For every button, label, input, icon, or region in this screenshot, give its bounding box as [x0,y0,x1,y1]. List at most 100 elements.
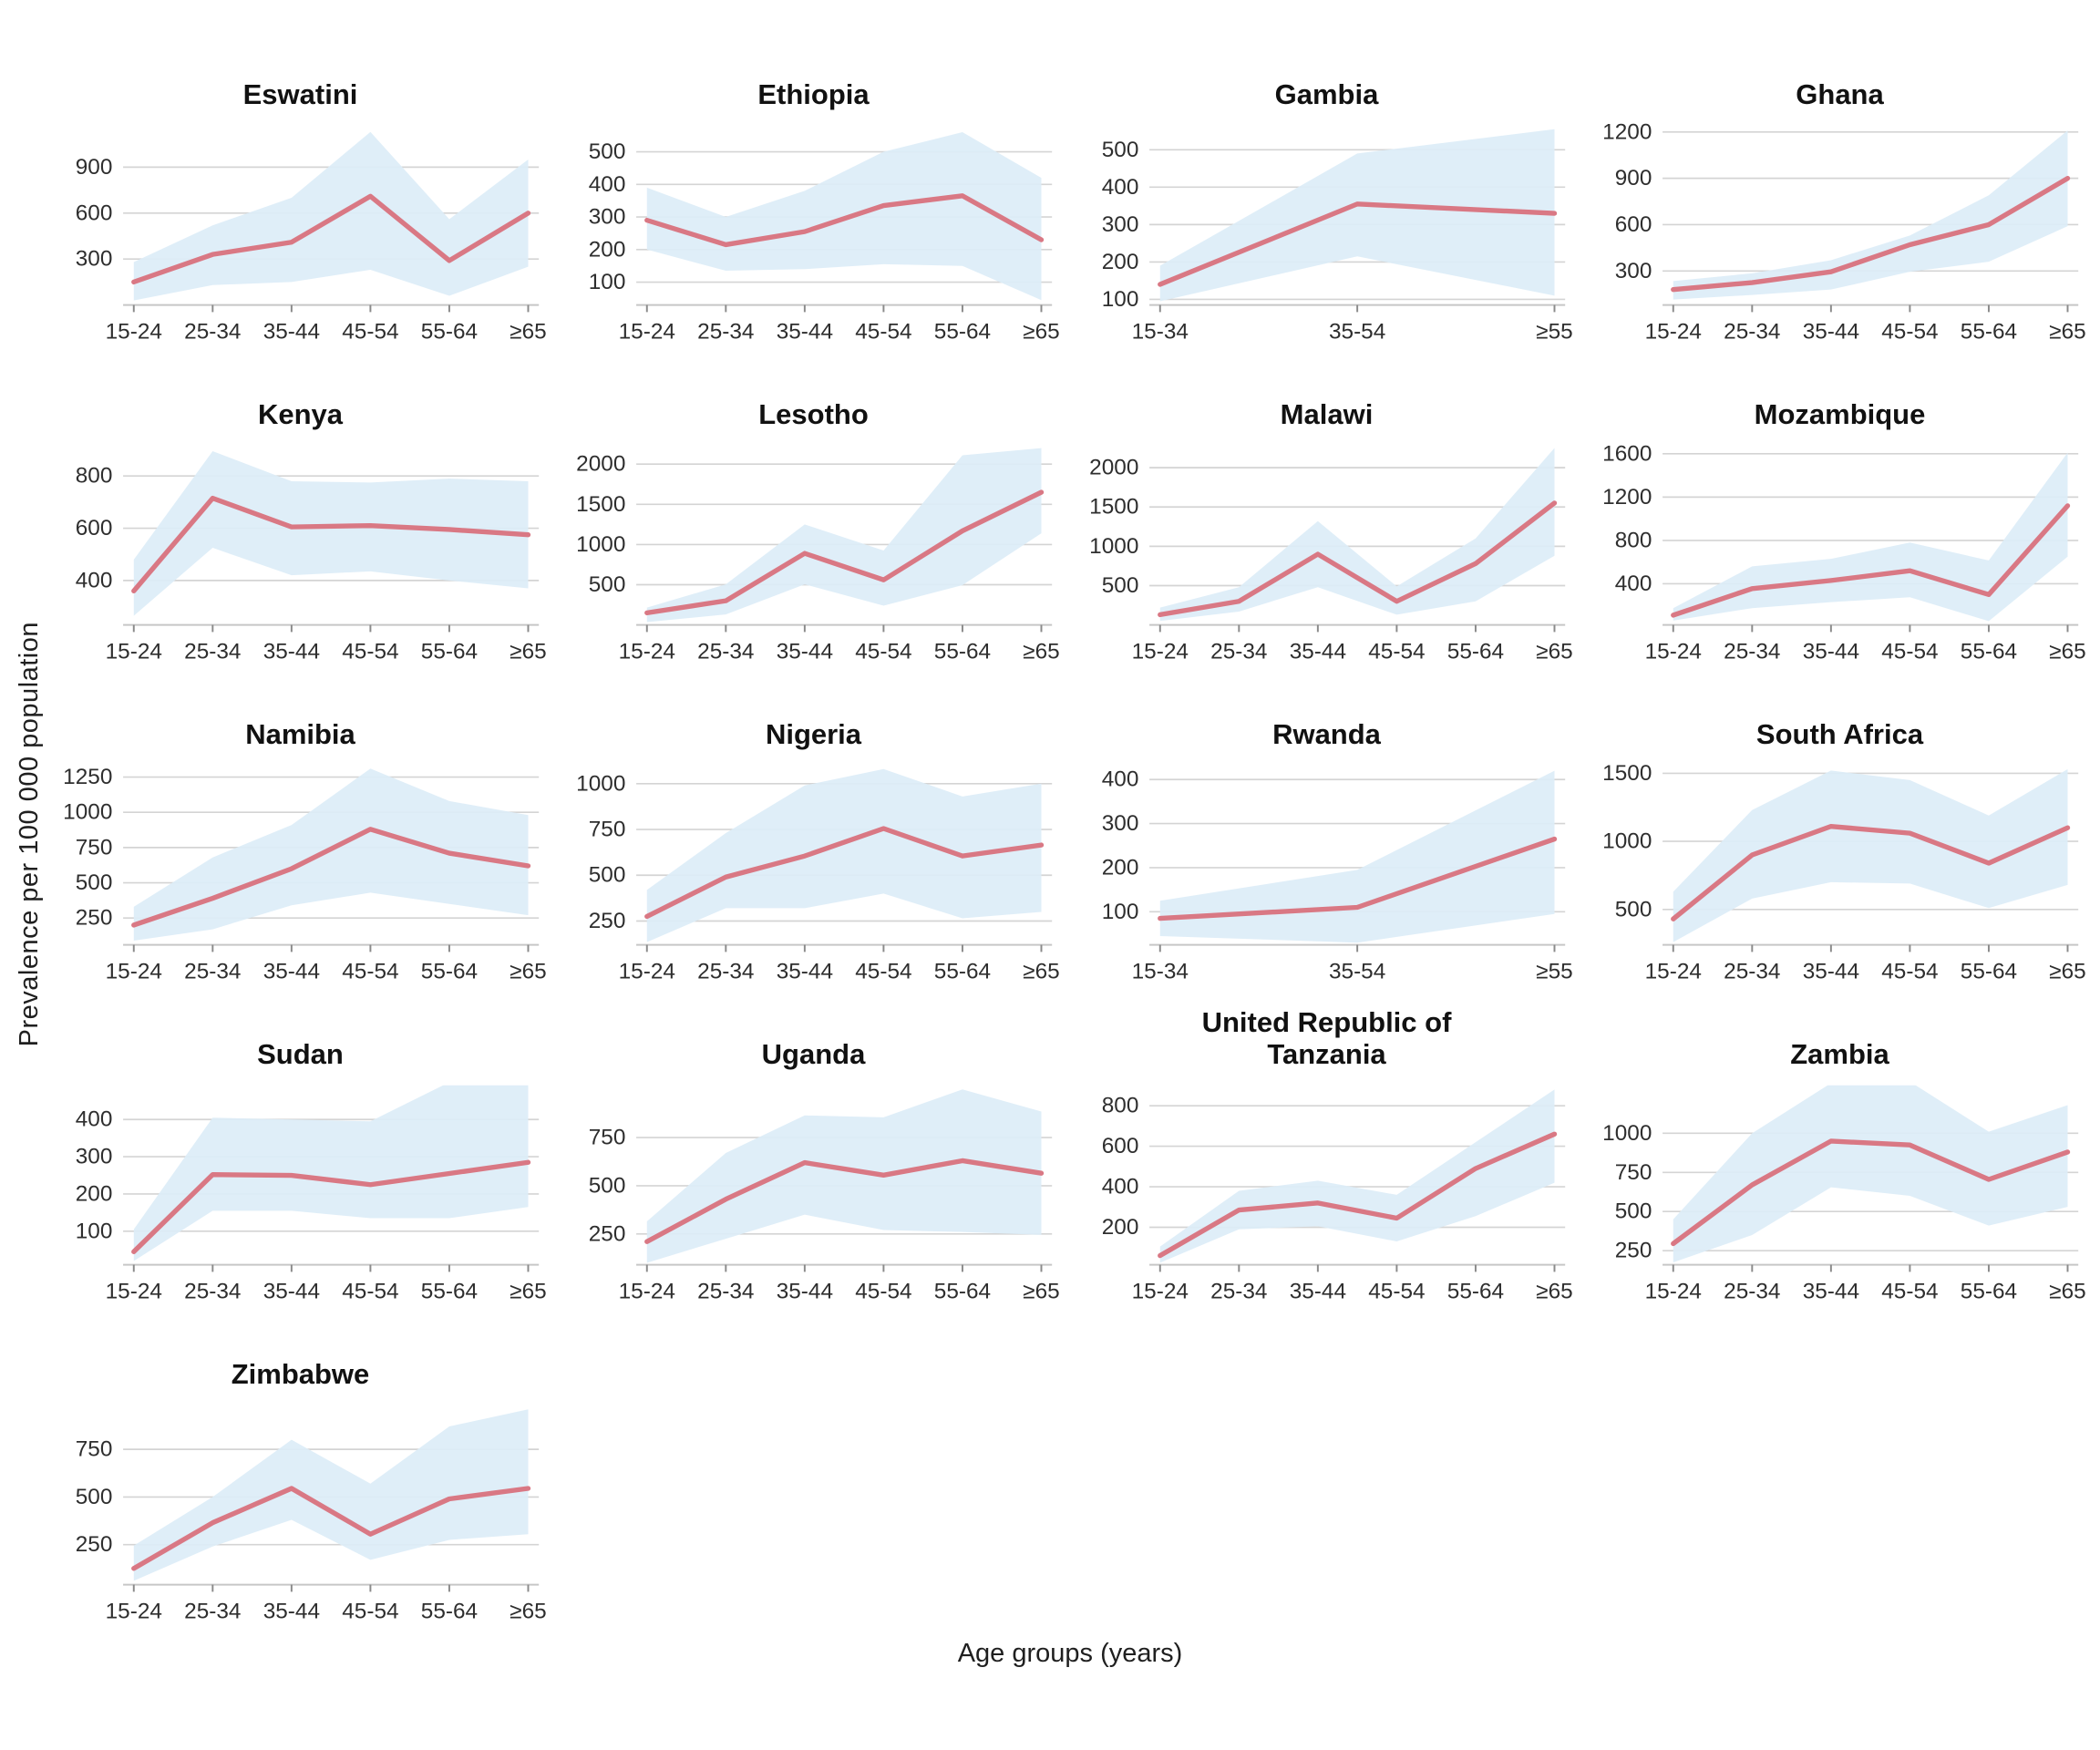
y-tick-label: 250 [588,909,625,933]
y-tick-label: 200 [1101,855,1138,880]
x-tick-labels: 15-24 25-34 35-44 45-54 55-64 ≥65 [1131,639,1572,664]
x-tick-label: 15-24 [618,319,674,344]
chart-canvas: 100 200 300 400 500 15-34 35-54 ≥55 [1101,129,1572,344]
chart-canvas: 300 600 900 15-24 25-34 35-44 45-54 55-64 ≥65 [75,131,546,344]
chart-canvas: 250 500 750 1000 15-24 25-34 35-44 45-54 55-64 ≥6… [576,768,1059,983]
x-tick-label: 15-24 [618,1279,674,1303]
y-tick-label: 250 [1614,1238,1652,1262]
y-tick-label: 1250 [63,765,112,789]
x-tick-label: 45-54 [1368,639,1425,664]
confidence-band [133,450,528,616]
y-tick-label: 500 [588,572,625,597]
x-tick-label: ≥65 [1023,1279,1059,1303]
country-panel: Lesotho 500 1000 1500 2000 15-24 25-34 35-44 45… [557,355,1070,674]
chart-canvas: 250 500 750 15-24 25-34 35-44 45-54 55-64 ≥65 [588,1089,1059,1303]
x-tick-labels: 15-24 25-34 35-44 45-54 55-64 ≥65 [618,959,1059,983]
y-tick-labels: 250 500 750 1000 [1602,1121,1652,1263]
y-tick-label: 300 [75,247,112,272]
y-tick-labels: 100 200 300 400 500 [588,139,625,294]
y-tick-label: 600 [75,201,112,225]
x-tick-label: 45-54 [342,1599,398,1623]
x-tick-label: 35-44 [262,1599,319,1623]
y-tick-label: 500 [588,863,625,888]
panel-grid: Eswatini 300 600 900 15-24 25-34 35-44 45-54 55… [44,35,2096,1634]
y-tick-label: 500 [588,139,625,164]
y-tick-label: 500 [1101,138,1138,162]
x-tick-labels: 15-24 25-34 35-44 45-54 55-64 ≥65 [1131,1279,1572,1303]
x-tick-labels: 15-24 25-34 35-44 45-54 55-64 ≥65 [105,639,546,664]
prevalence-line [1670,1138,2070,1246]
x-tick-label: 25-34 [697,319,754,344]
x-tick-label: 35-44 [776,959,832,983]
panel-title: South Africa [1755,718,1924,751]
x-tick-label: ≥65 [510,1279,546,1303]
x-tick-label: ≥55 [1536,959,1572,983]
confidence-band [1673,129,2067,300]
x-tick-label: ≥65 [1023,959,1059,983]
x-tick-label: 45-54 [1881,959,1938,983]
x-tick-marks [132,1264,529,1272]
x-tick-label: 55-64 [1960,959,2016,983]
y-tick-label: 800 [75,464,112,489]
x-tick-label: 25-34 [1724,1279,1780,1303]
x-tick-label: 15-24 [618,959,674,983]
panel-title: Gambia [1274,78,1379,111]
y-tick-label: 1500 [1089,495,1138,520]
country-panel: Nigeria 250 500 750 1000 15-24 25-34 35-44 45-5… [557,674,1070,994]
confidence-band [1159,770,1554,943]
y-tick-label: 100 [75,1219,112,1243]
y-tick-labels: 400 600 800 [75,464,112,593]
y-tick-labels: 400 800 1200 1600 [1602,441,1652,596]
x-tick-label: 55-64 [420,1599,477,1623]
country-panel: Zambia 250 500 750 1000 15-24 25-34 35-44 45-54… [1583,994,2096,1314]
panel-title: Eswatini [242,78,358,111]
confidence-band [1673,1085,2067,1262]
confidence-band [133,131,528,301]
x-tick-label: 55-64 [1960,639,2016,664]
x-tick-marks [1158,304,1555,313]
x-tick-label: ≥65 [1536,639,1572,664]
x-tick-label: 35-44 [262,959,319,983]
y-tick-labels: 500 1000 1500 [1602,761,1652,921]
panel-title: Ghana [1796,78,1884,111]
country-panel: Ghana 300 600 900 1200 15-24 25-34 35-44 45-54 5… [1583,35,2096,355]
x-tick-label: 35-44 [1802,639,1858,664]
x-tick-label: ≥65 [2049,639,2085,664]
panel-title: Sudan [257,1038,344,1071]
prevalence-line [130,826,530,928]
country-panel: Namibia 250 500 750 1000 1250 15-24 25-34 35-44… [44,674,557,994]
chart-canvas: 500 1000 1500 15-24 25-34 35-44 45-54 55-64 ≥65 [1602,761,2086,984]
prevalence-line [130,193,530,284]
x-tick-marks [1158,1264,1555,1272]
x-tick-label: 35-44 [776,319,832,344]
x-tick-labels: 15-24 25-34 35-44 45-54 55-64 ≥65 [1644,639,2085,664]
y-tick-label: 750 [75,835,112,860]
x-tick-label: 35-44 [262,1279,319,1303]
x-tick-labels: 15-24 25-34 35-44 45-54 55-64 ≥65 [618,639,1059,664]
y-tick-labels: 500 1000 1500 2000 [576,452,625,597]
y-tick-label: 1500 [576,492,625,517]
panel-title: Zambia [1790,1038,1889,1071]
y-tick-label: 100 [1101,900,1138,924]
prevalence-line [1157,1131,1557,1259]
panel-title: Namibia [245,718,355,751]
confidence-band [133,768,528,941]
y-tick-label: 1000 [1602,829,1652,853]
x-tick-label: 55-64 [420,639,477,664]
chart-canvas: 100 200 300 400 15-24 25-34 35-44 45-54 55-64 ≥65 [75,1085,546,1303]
y-tick-label: 500 [75,870,112,895]
x-tick-label: 15-34 [1131,319,1188,344]
x-tick-label: 25-34 [184,1279,241,1303]
prevalence-line [1157,500,1557,617]
x-tick-marks [1158,624,1555,633]
x-tick-label: 35-44 [1289,639,1345,664]
x-tick-label: 55-64 [933,1279,990,1303]
x-tick-label: ≥65 [2049,319,2085,344]
chart-canvas: 400 800 1200 1600 15-24 25-34 35-44 45-54 55-64 ≥… [1602,441,2086,664]
x-tick-label: 55-64 [1960,1279,2016,1303]
x-tick-marks [132,624,529,633]
x-tick-labels: 15-24 25-34 35-44 45-54 55-64 ≥65 [618,1279,1059,1303]
country-panel: Rwanda 100 200 300 400 15-34 35-54 ≥55 [1070,674,1583,994]
panel-title: Mozambique [1754,398,1926,431]
